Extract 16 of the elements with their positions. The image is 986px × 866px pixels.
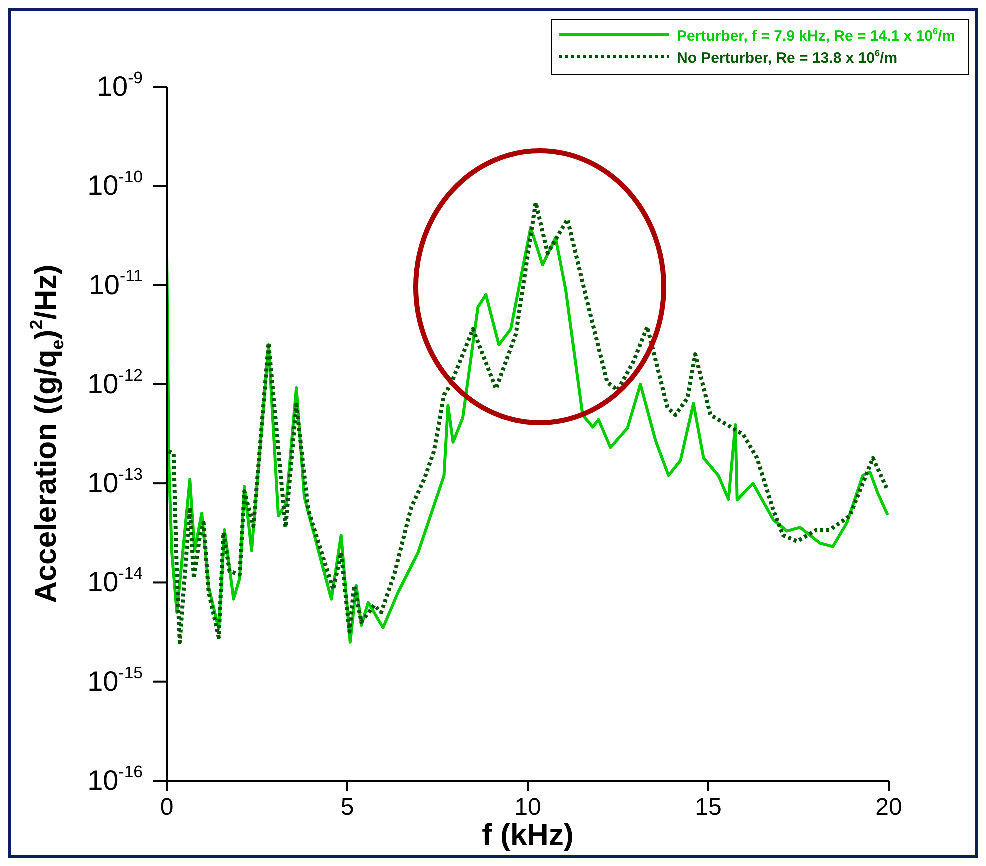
x-tick-label: 5 xyxy=(340,794,354,821)
y-tick-label: 10$^{-13}$ xyxy=(88,464,143,499)
x-tick-label: 20 xyxy=(876,794,902,821)
y-tick-label: 10$^{-12}$ xyxy=(88,366,143,400)
y-tick-label: 10$^{-16}$ xyxy=(88,762,143,796)
text: Perturber, f = 7.9 kHz, Re = 14.1 x 10$^{6}$/m xyxy=(677,26,956,45)
x-tick-label: 0 xyxy=(160,794,174,821)
y-tick-label: 10$^{-11}$ xyxy=(88,266,143,300)
x-axis-title: f (kHz) xyxy=(482,819,574,852)
x-tick-label: 10 xyxy=(514,794,542,821)
y-tick-label: 10$^{-15}$ xyxy=(88,663,143,697)
text: No Perturber, Re = 13.8 x 10$^{6}$/m xyxy=(677,48,898,67)
y-tick-label: 10$^{-14}$ xyxy=(88,564,143,598)
x-tick-label: 15 xyxy=(695,794,722,821)
y-tick-label: 10$^{-9}$ xyxy=(96,68,143,102)
y-tick-label: 10$^{-10}$ xyxy=(88,168,143,202)
